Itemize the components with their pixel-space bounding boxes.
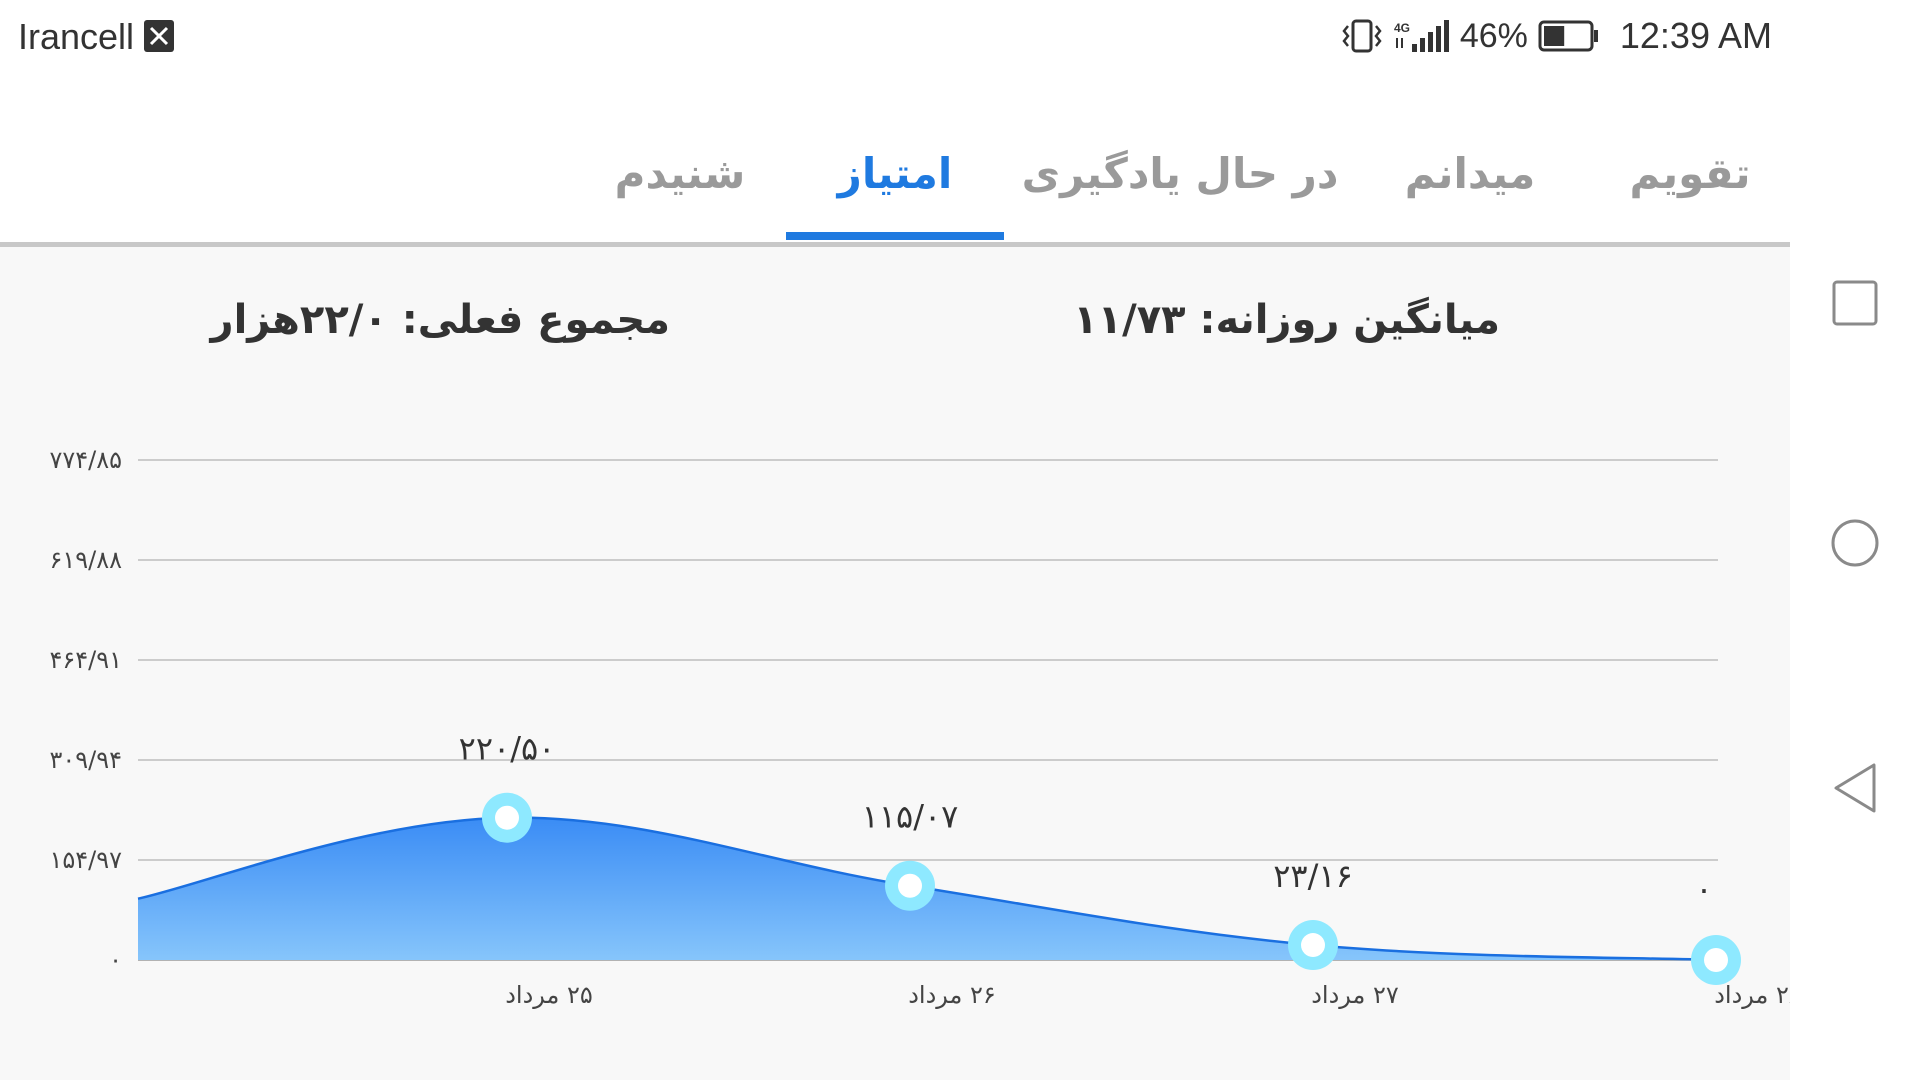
tab-label: امتیاز — [837, 148, 953, 198]
data-label: ۱۱۵/۰۷ — [862, 798, 959, 836]
data-point-center — [1704, 948, 1728, 972]
tab-label: تقویم — [1629, 148, 1751, 198]
data-point-center — [495, 805, 519, 830]
carrier-name: Irancell — [18, 16, 135, 57]
data-label: ۲۲۰/۵۰ — [459, 730, 556, 768]
circle-icon[interactable] — [1830, 518, 1880, 568]
active-tab-indicator — [786, 232, 1004, 240]
y-tick-label: ۷۷۴/۸۵ — [49, 446, 122, 474]
tab-divider — [0, 242, 1790, 247]
square-icon[interactable] — [1832, 280, 1878, 326]
y-tick-label: ۱۵۴/۹۷ — [49, 846, 122, 874]
data-point-center — [898, 873, 922, 898]
tab-label: شنیدم — [614, 148, 746, 198]
tab-know[interactable]: میدانم — [1380, 100, 1560, 246]
data-point-center — [1301, 933, 1325, 958]
y-tick-label: ۳۰۹/۹۴ — [49, 746, 122, 774]
tab-bar: تقویم میدانم در حال یادگیری امتیاز شنیدم — [0, 100, 1790, 246]
current-total: مجموع فعلی: ۲۲/۰هزار — [210, 297, 670, 343]
x-tick-label: ۲۵ مرداد — [505, 981, 593, 1009]
score-chart: ۰ ۱۵۴/۹۷ ۳۰۹/۹۴ ۴۶۴/۹۱ ۶۱۹/۸۸ ۷۷۴/۸۵ ۲۵ مرداد… — [49, 446, 1790, 1009]
tab-label: میدانم — [1404, 148, 1536, 198]
x-tick-label: ۲۸ مرداد — [1714, 981, 1790, 1009]
x-tick-label: ۲۶ مرداد — [908, 981, 996, 1009]
clock: 12:39 AM — [1619, 15, 1772, 56]
value-labels: ۲۲۰/۵۰ ۱۱۵/۰۷ ۲۳/۱۶ ۰ — [459, 730, 1713, 908]
x-axis-labels: ۲۵ مرداد ۲۶ مرداد ۲۷ مرداد ۲۸ مرداد — [505, 981, 1790, 1009]
status-bar: Irancell 4G 46% 12:39 AM — [0, 0, 1790, 76]
y-tick-label: ۶۱۹/۸۸ — [49, 546, 122, 574]
tab-calendar[interactable]: تقویم — [1600, 100, 1780, 246]
triangle-back-icon[interactable] — [1832, 762, 1878, 814]
battery-icon — [1538, 20, 1598, 52]
tab-learning[interactable]: در حال یادگیری — [1022, 100, 1339, 246]
sim-card-icon — [144, 20, 174, 52]
vibrate-icon — [1342, 19, 1382, 53]
tab-score[interactable]: امتیاز — [786, 100, 1004, 246]
data-label: ۰ — [1695, 870, 1712, 908]
navigation-bar — [1790, 0, 1920, 1080]
y-tick-label: ۰ — [109, 946, 122, 974]
daily-average: میانگین روزانه: ۱۱/۷۳ — [1073, 297, 1500, 343]
status-icons: 4G 46% 12:39 AM — [1340, 14, 1772, 58]
data-label: ۲۳/۱۶ — [1273, 857, 1353, 895]
battery-percent: 46% — [1459, 16, 1528, 55]
y-tick-label: ۴۶۴/۹۱ — [49, 646, 122, 674]
x-tick-label: ۲۷ مرداد — [1311, 981, 1399, 1009]
svg-text:4G: 4G — [1394, 21, 1410, 35]
signal-4g-icon: 4G — [1394, 20, 1449, 52]
tab-heard[interactable]: شنیدم — [590, 100, 770, 246]
chart-markers — [482, 792, 1741, 985]
tab-label: در حال یادگیری — [1021, 148, 1339, 198]
